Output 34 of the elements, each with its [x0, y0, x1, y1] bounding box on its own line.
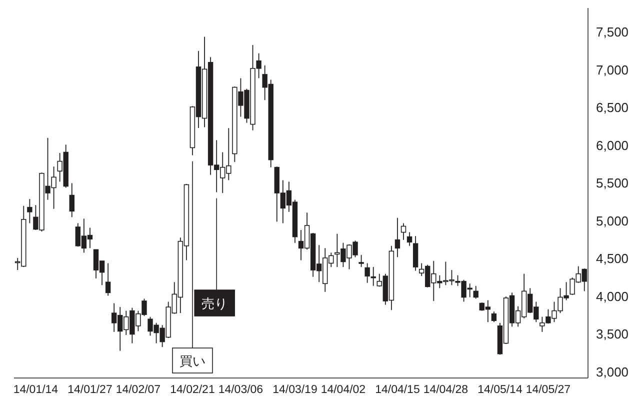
candlestick	[394, 217, 400, 258]
candlestick	[105, 262, 111, 296]
x-tick-label: 14/03/06	[218, 384, 264, 396]
candlestick	[27, 198, 32, 224]
candlestick	[400, 222, 406, 240]
y-tick-label: 4,500	[596, 251, 629, 266]
candlestick	[473, 285, 478, 300]
candlestick	[491, 311, 497, 323]
annotation: 売り	[202, 296, 228, 311]
x-tick-label: 14/04/15	[375, 384, 420, 396]
x-tick-label: 14/01/14	[13, 384, 59, 396]
y-tick-label: 5,500	[596, 176, 629, 191]
y-tick-label: 7,500	[596, 24, 629, 40]
candlestick	[358, 254, 364, 268]
x-tick-label: 14/04/28	[423, 384, 468, 396]
y-tick-label: 7,000	[596, 62, 629, 78]
candlestick	[406, 232, 412, 246]
x-tick-label: 14/02/07	[116, 384, 161, 396]
x-tick-label: 14/01/27	[68, 384, 112, 396]
y-tick-label: 4,000	[596, 288, 629, 304]
x-tick-label: 14/05/14	[478, 384, 523, 396]
y-tick-label: 3,500	[596, 326, 629, 342]
candlestick	[412, 236, 418, 272]
candlestick	[69, 182, 74, 218]
y-tick-label: 6,500	[596, 100, 629, 116]
x-tick-label: 14/02/21	[170, 384, 215, 396]
x-tick-label: 14/04/02	[320, 384, 366, 396]
y-tick-label: 3,000	[596, 364, 629, 380]
x-tick-label: 14/05/27	[526, 384, 571, 396]
annotation: 買い	[179, 354, 206, 368]
x-tick-label: 14/03/19	[272, 384, 318, 396]
y-tick-label: 6,000	[596, 138, 629, 153]
candlestick	[364, 262, 370, 284]
y-tick-label: 5,000	[596, 213, 629, 228]
